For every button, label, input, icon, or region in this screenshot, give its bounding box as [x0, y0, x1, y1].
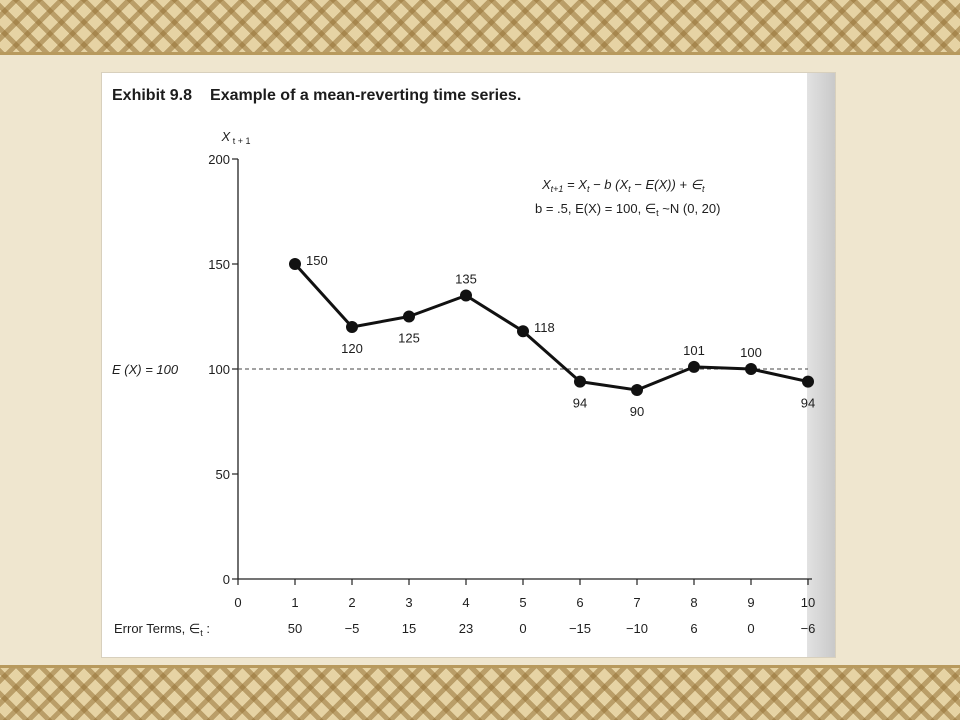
data-point	[517, 325, 529, 338]
exhibit-number: Exhibit 9.8	[112, 87, 193, 104]
data-point	[460, 289, 472, 302]
scanned-page: Exhibit 9.8 Example of a mean-reverting t…	[102, 73, 835, 657]
y-tick-label: 100	[208, 362, 230, 377]
data-label: 94	[801, 396, 815, 411]
error-term-value: 0	[747, 621, 754, 636]
y-tick-label: 150	[208, 257, 230, 272]
x-tick-label: 6	[576, 595, 583, 610]
error-term-value: 0	[519, 621, 526, 636]
y-tick-label: 50	[216, 467, 230, 482]
x-tick-label: 9	[747, 595, 754, 610]
error-term-value: −10	[626, 621, 648, 636]
error-term-value: −15	[569, 621, 591, 636]
x-tick-label: 10	[801, 595, 815, 610]
data-point	[745, 363, 757, 375]
x-tick-label: 2	[348, 595, 355, 610]
x-tick-label: 5	[519, 595, 526, 610]
y-tick-label: 0	[223, 572, 230, 587]
series-line	[293, 262, 809, 392]
data-label: 125	[398, 331, 420, 346]
data-label: 150	[306, 253, 328, 268]
page-gutter	[807, 73, 835, 657]
exhibit-title: Example of a mean-reverting time series.	[210, 87, 522, 104]
formula-line-2: b = .5, E(X) = 100, ∈t ~N (0, 20)	[535, 201, 720, 218]
data-point	[289, 258, 301, 270]
error-term-value: 6	[690, 621, 697, 636]
x-tick-label: 0	[234, 595, 241, 610]
data-label: 100	[740, 345, 762, 360]
y-tick-label: 200	[208, 152, 230, 167]
x-tick-label: 8	[690, 595, 697, 610]
data-label: 118	[534, 320, 555, 335]
error-term-value: 15	[402, 621, 416, 636]
data-point	[802, 375, 814, 388]
data-point	[403, 310, 415, 323]
error-term-value: −5	[345, 621, 360, 636]
x-tick-label: 7	[633, 595, 640, 610]
formula-line-1: Xt+1 = Xt − b (Xt − E(X)) + ∈t	[541, 177, 705, 194]
data-label: 135	[455, 272, 477, 287]
error-term-value: −6	[801, 621, 816, 636]
decorative-border-bottom	[0, 665, 960, 720]
decorative-border-top	[0, 0, 960, 55]
data-point	[688, 360, 700, 373]
error-term-value: 23	[459, 621, 473, 636]
data-point	[346, 321, 358, 333]
data-label: 94	[573, 396, 587, 411]
error-terms-label: Error Terms, ∈t :	[114, 621, 210, 638]
x-tick-label: 1	[291, 595, 298, 610]
x-tick-label: 4	[462, 595, 469, 610]
y-axis-label: X t + 1	[221, 129, 251, 146]
data-label: 101	[683, 343, 705, 358]
mean-line-label: E (X) = 100	[112, 362, 179, 377]
exhibit-heading: Exhibit 9.8 Example of a mean-reverting t…	[112, 87, 521, 105]
error-term-value: 50	[288, 621, 302, 636]
data-label: 120	[341, 341, 363, 356]
data-label: 90	[630, 404, 644, 419]
data-point	[574, 375, 586, 388]
data-point	[631, 384, 643, 396]
x-tick-label: 3	[405, 595, 412, 610]
